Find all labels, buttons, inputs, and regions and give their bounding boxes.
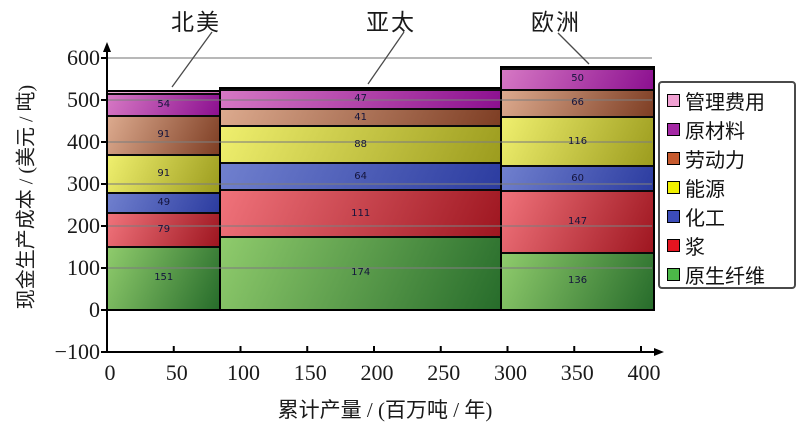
bar-segment-化工-亚太: [220, 163, 501, 191]
y-tick-label-500: 500: [67, 87, 100, 112]
x-tick-label-200: 200: [360, 360, 394, 385]
x-tick-label-50: 50: [165, 360, 188, 385]
y-axis-title: 现金生产成本 / (美元 / 吨): [15, 84, 38, 310]
x-axis-arrow-icon: [654, 348, 664, 356]
y-axis-arrow-icon: [103, 42, 111, 52]
legend-swatch-icon: [667, 123, 680, 136]
y-tick-label-200: 200: [67, 213, 100, 238]
legend-label: 劳动力: [685, 150, 745, 172]
region-label-欧洲: 欧洲: [531, 10, 581, 35]
x-tick-label-100: 100: [227, 360, 260, 385]
bar-segment-劳动力-欧洲: [500, 89, 655, 118]
legend-label: 浆: [685, 237, 705, 259]
legend-swatch-icon: [667, 152, 680, 165]
bar-segment-原生纤维-欧洲: [500, 252, 655, 310]
x-tick-label-250: 250: [427, 360, 461, 385]
bar-segment-能源-亚太: [220, 126, 501, 164]
leader-line-北美: [171, 31, 213, 88]
legend-label: 原生纤维: [685, 266, 765, 288]
x-tick-label-150: 150: [293, 360, 327, 385]
leader-line-欧洲: [557, 32, 590, 65]
leader-line-亚太: [367, 31, 405, 85]
legend-label: 化工: [685, 208, 725, 230]
legend-item-化工: 化工: [667, 202, 790, 231]
y-tick-label--100: −100: [54, 339, 100, 364]
legend-swatch-icon: [667, 268, 680, 281]
x-axis-title: 累计产量 / (百万吨 / 年): [277, 398, 493, 422]
legend-swatch-icon: [667, 210, 680, 223]
region-label-亚太: 亚太: [366, 10, 416, 35]
y-tick-label-400: 400: [67, 129, 100, 154]
legend-item-能源: 能源: [667, 173, 790, 202]
y-tick-label-300: 300: [67, 171, 100, 196]
legend-swatch-icon: [667, 94, 680, 107]
bar-segment-浆-亚太: [220, 190, 501, 237]
region-label-北美: 北美: [171, 10, 221, 35]
y-tick-label-600: 600: [67, 45, 100, 70]
bar-segment-劳动力-北美: [107, 116, 221, 155]
y-tick-label-0: 0: [89, 297, 100, 322]
legend-label: 原材料: [685, 121, 745, 143]
x-tick-label-300: 300: [494, 360, 527, 385]
legend-item-浆: 浆: [667, 231, 790, 260]
bar-segment-能源-北美: [107, 154, 221, 193]
legend-label: 能源: [685, 179, 725, 201]
legend-item-原材料: 原材料: [667, 115, 790, 144]
legend-item-管理费用: 管理费用: [667, 86, 790, 115]
x-tick-label-350: 350: [560, 360, 594, 385]
x-tick-label-0: 0: [104, 360, 116, 385]
x-tick-label-400: 400: [627, 360, 661, 385]
legend-swatch-icon: [667, 181, 680, 194]
y-tick-label-100: 100: [67, 255, 100, 280]
legend-item-原生纤维: 原生纤维: [667, 260, 790, 289]
legend-swatch-icon: [667, 239, 680, 252]
legend-label: 管理费用: [685, 92, 765, 114]
legend: 管理费用原材料劳动力能源化工浆原生纤维: [658, 81, 796, 289]
legend-item-劳动力: 劳动力: [667, 144, 790, 173]
